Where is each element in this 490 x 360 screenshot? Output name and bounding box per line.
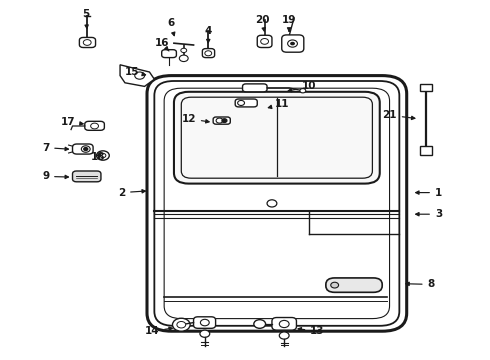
Text: 8: 8 <box>406 279 435 289</box>
FancyBboxPatch shape <box>79 37 96 48</box>
Circle shape <box>216 118 223 123</box>
FancyBboxPatch shape <box>73 144 93 154</box>
Circle shape <box>135 72 145 79</box>
Circle shape <box>177 321 186 328</box>
Circle shape <box>300 89 306 93</box>
Text: 9: 9 <box>42 171 69 181</box>
Circle shape <box>84 148 88 150</box>
FancyBboxPatch shape <box>282 35 304 52</box>
Text: 1: 1 <box>416 188 442 198</box>
Text: 5: 5 <box>82 9 89 28</box>
Text: 12: 12 <box>181 114 209 124</box>
Text: 17: 17 <box>61 117 83 127</box>
Text: 19: 19 <box>282 15 296 31</box>
Circle shape <box>181 48 187 53</box>
Text: 4: 4 <box>204 26 212 43</box>
FancyBboxPatch shape <box>164 88 390 319</box>
Circle shape <box>254 320 266 328</box>
FancyBboxPatch shape <box>162 50 176 58</box>
FancyBboxPatch shape <box>73 171 101 182</box>
Circle shape <box>222 119 227 122</box>
Circle shape <box>83 40 91 45</box>
Circle shape <box>179 55 188 62</box>
Circle shape <box>172 318 190 331</box>
FancyBboxPatch shape <box>243 84 267 92</box>
Circle shape <box>81 146 90 152</box>
Circle shape <box>290 42 295 45</box>
Text: 18: 18 <box>91 152 105 162</box>
Polygon shape <box>120 65 154 86</box>
Bar <box>420 84 432 91</box>
Text: 15: 15 <box>125 67 146 77</box>
Text: 6: 6 <box>167 18 175 36</box>
Circle shape <box>288 40 297 47</box>
Text: 3: 3 <box>416 209 442 219</box>
Circle shape <box>261 39 269 44</box>
FancyBboxPatch shape <box>147 76 407 331</box>
Circle shape <box>279 332 289 339</box>
Text: 16: 16 <box>154 38 169 51</box>
FancyBboxPatch shape <box>326 278 382 292</box>
Text: 11: 11 <box>268 99 289 109</box>
FancyBboxPatch shape <box>235 99 257 107</box>
FancyBboxPatch shape <box>194 317 216 328</box>
Circle shape <box>100 153 106 158</box>
Circle shape <box>91 123 98 129</box>
Text: 13: 13 <box>298 326 325 336</box>
FancyBboxPatch shape <box>257 35 272 48</box>
FancyBboxPatch shape <box>154 81 399 326</box>
Circle shape <box>200 319 209 326</box>
Text: 20: 20 <box>255 15 270 31</box>
Text: 10: 10 <box>288 81 316 92</box>
FancyBboxPatch shape <box>85 121 104 130</box>
FancyBboxPatch shape <box>213 117 230 124</box>
Text: 7: 7 <box>42 143 69 153</box>
FancyBboxPatch shape <box>272 318 296 330</box>
Bar <box>420 146 432 155</box>
Circle shape <box>238 100 245 105</box>
Circle shape <box>97 151 109 160</box>
Circle shape <box>200 330 210 337</box>
Text: 2: 2 <box>118 188 146 198</box>
Circle shape <box>279 320 289 328</box>
Text: 21: 21 <box>382 110 415 120</box>
FancyBboxPatch shape <box>181 97 372 178</box>
FancyBboxPatch shape <box>202 49 215 58</box>
Circle shape <box>331 282 339 288</box>
FancyBboxPatch shape <box>174 92 380 184</box>
Circle shape <box>267 200 277 207</box>
Circle shape <box>205 51 212 56</box>
Text: 14: 14 <box>145 326 172 336</box>
